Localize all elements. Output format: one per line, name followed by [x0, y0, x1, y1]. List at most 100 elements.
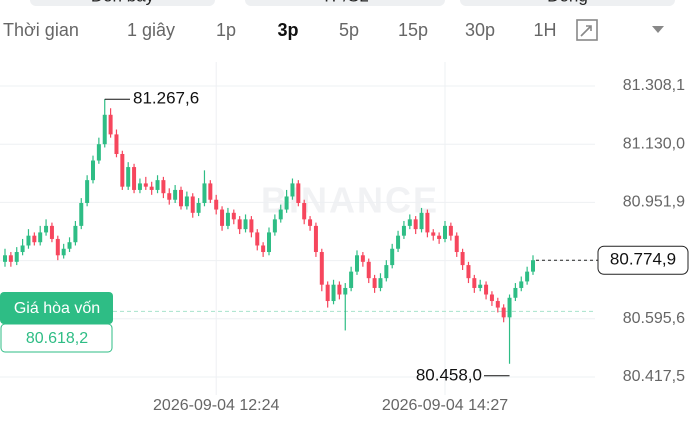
candle-body [513, 287, 518, 298]
candle-body [378, 278, 383, 288]
candle-body [284, 196, 289, 210]
timeframe-tab[interactable]: 1H [533, 20, 556, 40]
candle-body [401, 225, 406, 236]
candle-body [308, 219, 313, 226]
candle-body [519, 281, 524, 288]
timeframe-tab[interactable]: 30p [465, 20, 495, 40]
candle-body [32, 235, 37, 243]
candle-body [149, 186, 154, 190]
candle-body [419, 212, 424, 230]
breakeven-title-box [0, 292, 113, 324]
candle-body [531, 260, 535, 272]
candle-body [355, 255, 359, 272]
candle-body [425, 212, 430, 233]
candle-body [137, 183, 142, 190]
candle-body [360, 255, 365, 262]
layout-icon[interactable] [576, 19, 598, 41]
timeframe-tab[interactable]: 5p [339, 20, 359, 40]
y-tick-label: 80.951,9 [623, 194, 685, 211]
candle-body [167, 193, 172, 200]
candle-body [55, 238, 60, 256]
x-tick-label: 2026-09-04 14:27 [382, 397, 508, 414]
candle-body [190, 196, 195, 213]
candle-body [390, 248, 395, 266]
candle-body [454, 235, 459, 253]
candle-body [437, 235, 442, 239]
candle-body [114, 134, 119, 154]
candle-body [3, 255, 7, 262]
candle-body [231, 212, 236, 220]
candle-body [478, 284, 483, 288]
candle-body [278, 209, 283, 220]
candle-body [261, 245, 266, 253]
candle-body [349, 271, 354, 288]
candle-body [407, 219, 412, 226]
candle-body [196, 203, 201, 213]
candle-body [325, 284, 330, 302]
candle-body [102, 114, 107, 145]
candle-body [49, 225, 54, 239]
candle-body [179, 189, 183, 207]
timeframe-tab[interactable]: 1 giây [127, 20, 175, 40]
candle-body [313, 225, 318, 253]
candle-body [413, 219, 418, 230]
candle-body [20, 245, 25, 253]
candle-body [14, 252, 19, 262]
candle-body [249, 219, 254, 233]
candle-body [272, 219, 277, 233]
last-price-box [597, 245, 689, 275]
candle-body [448, 225, 453, 236]
candle-body [507, 297, 512, 318]
candle-body [155, 180, 160, 190]
candle-body [38, 232, 43, 243]
candle-body [208, 183, 213, 200]
candle-body [202, 183, 207, 204]
candle-body [431, 232, 436, 236]
icon-frame [576, 19, 598, 41]
candle-body [132, 167, 137, 190]
candle-body [126, 167, 131, 187]
y-tick-label: 81.308,1 [623, 77, 685, 94]
timeframe-bar: Thời gian 1 giây 1p 3p 5p 15p 30p 1H [3, 20, 557, 40]
candle-body [319, 252, 324, 285]
candle-body [255, 232, 260, 246]
candle-body [143, 183, 148, 187]
timeframe-tab[interactable]: 1p [216, 20, 236, 40]
y-tick-label: 81.130,0 [623, 135, 685, 152]
candle-body [173, 189, 178, 200]
candle-body [85, 180, 90, 204]
candle-body [91, 160, 95, 181]
y-tick-label: 80.417,5 [623, 368, 685, 385]
timeframe-tab-selected[interactable]: 3p [277, 20, 298, 40]
header-button-label[interactable]: Đóng [547, 0, 588, 5]
header-button-label[interactable]: Đòn bẩy [91, 0, 155, 5]
candle-body [337, 284, 342, 295]
candle-body [184, 196, 189, 207]
header-button-label[interactable]: TP/SL [321, 0, 368, 5]
x-tick-label: 2026-09-04 12:24 [153, 397, 279, 414]
y-tick-label: 80.595,6 [623, 310, 685, 327]
candle-body [67, 242, 72, 249]
candle-body [489, 294, 494, 302]
high-marker-label: 81.267,6 [133, 89, 199, 108]
header-button[interactable] [30, 0, 215, 6]
candle-body [343, 287, 348, 295]
candle-body [73, 225, 78, 243]
header-button[interactable] [245, 0, 445, 6]
candle-body [525, 271, 530, 282]
icon-arrow [580, 25, 592, 37]
candle-body [472, 278, 477, 288]
candle-body [267, 232, 271, 253]
timeframe-tab[interactable]: Thời gian [3, 20, 79, 40]
candle-body [396, 235, 401, 249]
timeframe-tab[interactable]: 15p [398, 20, 428, 40]
candle-body [108, 114, 113, 135]
header-button[interactable] [460, 0, 675, 6]
candle-body [79, 203, 84, 226]
dropdown-arrow[interactable] [652, 26, 664, 33]
low-marker-label: 80.458,0 [416, 365, 482, 384]
breakeven-title: Giá hòa vốn [14, 300, 100, 317]
candle-body [8, 255, 13, 262]
